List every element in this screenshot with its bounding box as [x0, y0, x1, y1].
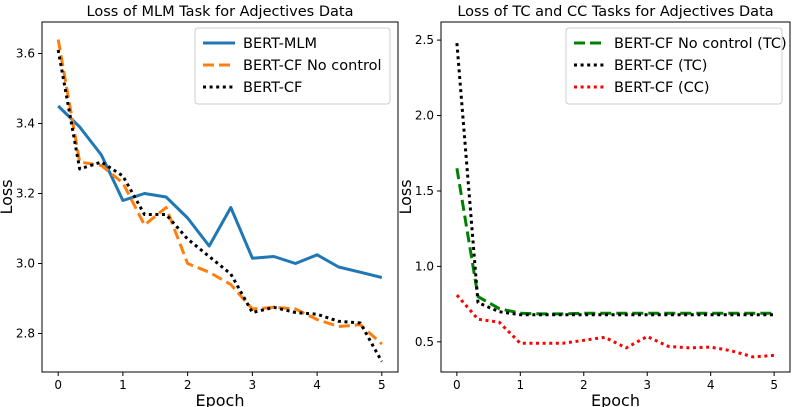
chart-0-y-tick-label: 3.2	[16, 187, 35, 201]
chart-0-y-axis-title: Loss	[0, 179, 16, 214]
chart-1-y-tick-label: 1.5	[415, 184, 434, 198]
chart-1-legend-label-bert-cf-cc: BERT-CF (CC)	[614, 80, 710, 96]
chart-0-x-tick-label: 3	[249, 378, 257, 392]
chart-1-series-bert-cf-cc	[455, 294, 775, 359]
chart-0-series-bert-cf-no-control	[56, 39, 383, 346]
chart-0-x-tick-label: 4	[313, 378, 321, 392]
chart-1-legend-box	[565, 27, 783, 105]
chart-0-x-tick-label: 2	[184, 378, 192, 392]
chart-1-legend-label-bert-cf-no-control-tc: BERT-CF No control (TC)	[614, 36, 787, 52]
chart-0-x-axis-title: Epoch	[196, 391, 245, 407]
chart-1-x-tick-label: 0	[453, 378, 461, 392]
chart-0-x-tick-label: 1	[119, 378, 127, 392]
chart-1-series-bert-cf-no-control-tc	[455, 168, 775, 316]
chart-0-y-tick-label: 3.4	[16, 117, 35, 131]
chart-1-legend-label-bert-cf-tc: BERT-CF (TC)	[614, 58, 707, 74]
chart-1-x-tick-label: 3	[643, 378, 651, 392]
chart-1-y-axis-title: Loss	[396, 179, 415, 214]
chart-0-legend: BERT-MLM BERT-CF No control BERT-CF	[194, 27, 391, 105]
chart-1-title: Loss of TC and CC Tasks for Adjectives D…	[457, 4, 773, 20]
chart-0-y-tick-label: 3.0	[16, 257, 35, 271]
chart-1-legend: BERT-CF No control (TC) BERT-CF (TC) BERT-…	[565, 27, 787, 105]
chart-0-x-tick-label: 0	[54, 378, 62, 392]
chart-1-plot-frame	[440, 21, 791, 373]
chart-1-x-tick-label: 5	[770, 378, 778, 392]
chart-1-y-tick-label: 0.5	[415, 335, 434, 349]
chart-0-legend-label-bert-mlm: BERT-MLM	[243, 36, 317, 52]
chart-1-x-tick-label: 2	[580, 378, 588, 392]
chart-0-series-bert-mlm	[57, 104, 383, 279]
chart-1-y-tick-label: 1.0	[415, 259, 434, 273]
chart-1-y-tick-label: 2.5	[415, 33, 434, 47]
chart-0-y-tick-label: 3.6	[16, 47, 35, 61]
tc-cc-loss-chart: 0 1 2 3 4 5 0.5 1.0 1.5 2.0 2.5 Loss of TC and CC T…	[396, 4, 791, 407]
chart-0-legend-box	[194, 27, 391, 105]
chart-1-x-tick-label: 4	[707, 378, 715, 392]
chart-1-y-tick-label: 2.0	[415, 109, 434, 123]
chart-0-series-bert-cf	[56, 49, 384, 363]
chart-0-plot-frame	[41, 21, 399, 373]
chart-1-x-axis-title: Epoch	[591, 391, 640, 407]
chart-0-legend-label-bert-cf: BERT-CF	[243, 80, 302, 96]
chart-0-title: Loss of MLM Task for Adjectives Data	[87, 4, 354, 20]
chart-0-y-tick-label: 2.8	[16, 327, 35, 341]
chart-0-x-tick-label: 5	[378, 378, 386, 392]
mlm-loss-chart: 0 1 2 3 4 5 2.8 3.0 3.2 3.4 3.6 Loss of MLM Task fo…	[0, 4, 399, 407]
chart-1-x-tick-label: 1	[516, 378, 524, 392]
chart-0-legend-label-bert-cf-no-control: BERT-CF No control	[243, 58, 382, 74]
